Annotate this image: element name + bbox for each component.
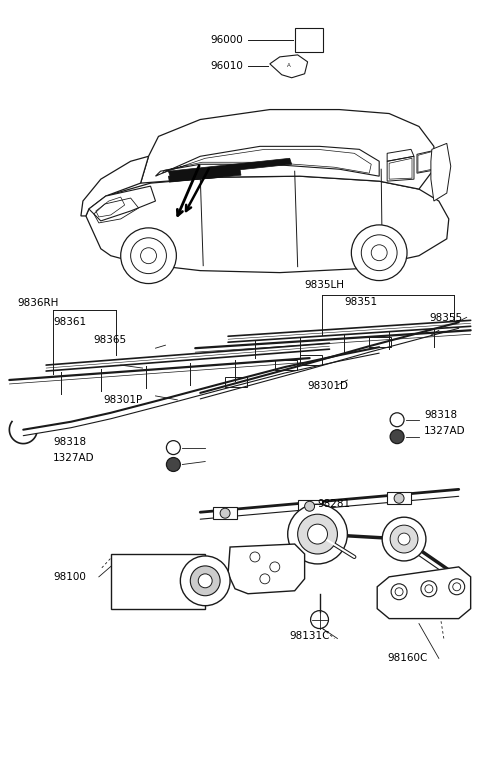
Bar [275, 360, 297, 370]
Text: 98131C: 98131C [290, 631, 330, 641]
Bar [298, 500, 322, 512]
Polygon shape [81, 156, 148, 216]
Circle shape [190, 566, 220, 596]
Circle shape [167, 457, 180, 472]
Text: 9835LH: 9835LH [305, 279, 345, 289]
Text: 98281: 98281 [318, 500, 351, 509]
Polygon shape [377, 567, 471, 618]
Text: 1327AD: 1327AD [53, 453, 95, 463]
Circle shape [120, 228, 176, 284]
Circle shape [390, 430, 404, 444]
Polygon shape [89, 186, 156, 221]
Text: 98351: 98351 [344, 298, 377, 307]
Text: 9836RH: 9836RH [17, 298, 59, 308]
Text: 98301P: 98301P [104, 395, 143, 405]
Circle shape [308, 524, 327, 544]
Text: 96000: 96000 [210, 35, 243, 45]
Circle shape [398, 533, 410, 545]
Polygon shape [168, 158, 292, 177]
Polygon shape [295, 28, 323, 52]
Circle shape [180, 556, 230, 606]
Polygon shape [228, 544, 305, 593]
Text: 98301D: 98301D [308, 381, 348, 391]
Bar [225, 377, 247, 387]
Circle shape [351, 225, 407, 281]
Polygon shape [431, 143, 451, 201]
Circle shape [198, 574, 212, 587]
Polygon shape [86, 176, 449, 273]
Circle shape [220, 508, 230, 519]
Polygon shape [387, 156, 414, 181]
Bar [300, 355, 322, 365]
Text: 98318: 98318 [53, 437, 86, 447]
Text: 98361: 98361 [53, 317, 86, 327]
Polygon shape [270, 55, 308, 78]
Circle shape [390, 413, 404, 427]
Text: 98100: 98100 [53, 572, 86, 582]
Text: 1327AD: 1327AD [424, 425, 466, 436]
Text: A: A [287, 64, 290, 68]
Text: 98365: 98365 [94, 335, 127, 345]
Circle shape [167, 441, 180, 454]
Circle shape [394, 494, 404, 503]
Circle shape [288, 504, 348, 564]
Bar [213, 507, 237, 519]
Bar [387, 492, 411, 504]
Circle shape [298, 514, 337, 554]
Text: 98318: 98318 [424, 410, 457, 420]
Circle shape [382, 517, 426, 561]
Bar [369, 337, 391, 347]
Circle shape [390, 525, 418, 553]
Polygon shape [141, 110, 434, 189]
Text: 96010: 96010 [210, 61, 243, 71]
Bar [111, 554, 205, 609]
Text: 98355: 98355 [429, 313, 462, 323]
Polygon shape [156, 146, 379, 176]
Text: 98160C: 98160C [387, 653, 428, 663]
Polygon shape [168, 170, 241, 182]
Circle shape [305, 501, 314, 511]
Polygon shape [417, 149, 439, 173]
